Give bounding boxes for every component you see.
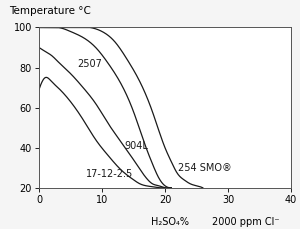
- Text: 904L: 904L: [124, 141, 148, 151]
- Text: Temperature °C: Temperature °C: [9, 6, 91, 16]
- Text: 17-12-2.5: 17-12-2.5: [86, 169, 134, 179]
- Text: 2507: 2507: [77, 59, 102, 68]
- Text: H₂SO₄%: H₂SO₄%: [151, 217, 189, 227]
- Text: 254 SMO®: 254 SMO®: [178, 163, 231, 173]
- Text: 2000 ppm Cl⁻: 2000 ppm Cl⁻: [212, 217, 279, 227]
